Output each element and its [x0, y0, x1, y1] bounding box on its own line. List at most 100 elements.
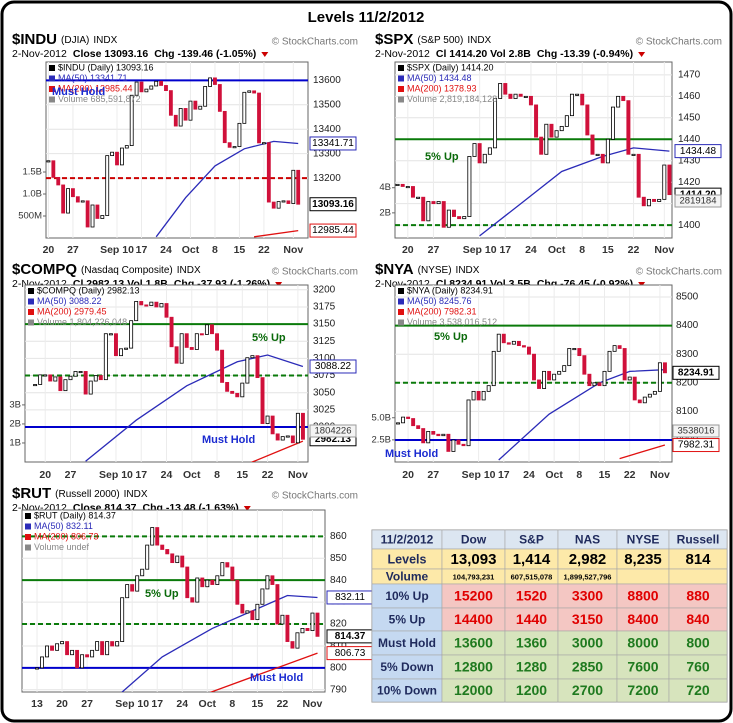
candle: [436, 433, 441, 437]
volume-tick-label: 500M: [18, 211, 42, 222]
moving-average: [619, 444, 666, 460]
x-tick-label: 15: [602, 244, 614, 256]
moving-average: [250, 440, 304, 462]
candle: [595, 153, 600, 156]
candle: [194, 333, 199, 350]
candle: [108, 333, 113, 336]
candle: [587, 373, 592, 387]
candle: [534, 104, 539, 138]
legend-marker: [25, 523, 31, 530]
candle: [149, 301, 154, 306]
x-tick-label: Sep 10: [463, 244, 497, 256]
candle: [63, 379, 68, 392]
x-tick-label: Nov: [283, 244, 303, 256]
x-tick-label: 17: [498, 469, 510, 481]
candle: [198, 105, 203, 110]
exchange: INDX: [124, 489, 148, 500]
candle: [544, 123, 549, 155]
candle: [174, 346, 179, 364]
candle: [631, 153, 636, 156]
candle: [93, 375, 98, 382]
candle: [68, 375, 73, 381]
table-value: 7600: [627, 659, 658, 675]
candle: [56, 176, 61, 186]
candle: [528, 95, 533, 106]
candle: [270, 415, 275, 435]
y-tick-label: 800: [330, 663, 347, 674]
candle: [85, 200, 90, 228]
candle: [472, 143, 477, 157]
candle: [105, 155, 110, 216]
volume-tick-label: 4B: [379, 182, 391, 193]
panel-header: $RUT (Russell 2000) INDX: [12, 485, 148, 502]
candle: [48, 374, 53, 382]
legend-marker: [398, 298, 404, 305]
candle: [217, 84, 222, 112]
candle: [281, 200, 286, 203]
legend-marker: [49, 75, 55, 82]
candle: [125, 584, 130, 599]
table-header: NAS: [575, 533, 600, 547]
value-tag: [309, 197, 357, 212]
value-tag-label: 814.37: [335, 631, 366, 642]
legend-entry: Volume 685,591,872: [58, 94, 141, 104]
candle: [271, 201, 276, 209]
candle: [53, 376, 58, 382]
y-tick-label: 8400: [676, 320, 699, 331]
candle: [95, 641, 100, 651]
candle: [276, 201, 281, 209]
candle: [188, 100, 193, 121]
volume-tag: [674, 194, 722, 208]
table-row-label: 10% Up: [385, 589, 428, 603]
legend-entry: Volume 3,538,016,512: [407, 317, 497, 327]
candle: [75, 196, 80, 203]
legend-marker: [28, 319, 34, 326]
candle: [58, 376, 63, 392]
legend-entry: MA(200) 1378.93: [407, 83, 477, 93]
page-title: Levels 11/2/2012: [308, 9, 425, 26]
candle: [416, 425, 421, 429]
table-row-label: Volume: [386, 570, 429, 584]
table-cell: [668, 654, 728, 680]
candle: [400, 183, 405, 187]
candle: [85, 654, 90, 658]
x-tick-label: Oct: [199, 698, 217, 710]
volume-tick-label: 2B: [9, 418, 21, 429]
table-cell: [616, 583, 670, 609]
candle: [481, 390, 486, 401]
candle: [456, 439, 461, 445]
legend-marker: [25, 544, 31, 551]
candle: [95, 204, 100, 219]
date: 2-Nov-2012: [12, 48, 67, 60]
table-value: 1,414: [513, 551, 551, 568]
table-cell: [668, 630, 728, 656]
legend-entry: MA(50) 3088.22: [37, 296, 102, 306]
x-tick-label: Nov: [288, 469, 308, 481]
candle: [205, 579, 210, 588]
candle: [486, 385, 491, 392]
candle: [255, 603, 260, 621]
annotation: 5% Up: [425, 151, 459, 163]
candle: [421, 428, 426, 444]
legend-marker: [398, 288, 404, 294]
legend-entry: Volume undef: [34, 542, 90, 552]
table-value: 3300: [572, 588, 603, 604]
candle: [173, 114, 178, 127]
legend-marker: [49, 65, 55, 71]
legend-marker: [28, 298, 34, 305]
candle: [70, 649, 75, 656]
y-tick-label: 3100: [313, 353, 336, 364]
legend-marker: [28, 309, 34, 315]
candle: [501, 333, 506, 344]
x-tick-label: 24: [525, 244, 537, 256]
candle: [225, 382, 230, 392]
table-header: S&P: [519, 533, 544, 547]
candle: [139, 301, 144, 306]
value-tag: [674, 144, 722, 159]
candle: [506, 342, 511, 345]
annotation: 5% Up: [434, 331, 468, 343]
candle: [547, 370, 552, 381]
symbol: $NYA: [375, 261, 414, 278]
x-tick-label: 17: [499, 244, 511, 256]
